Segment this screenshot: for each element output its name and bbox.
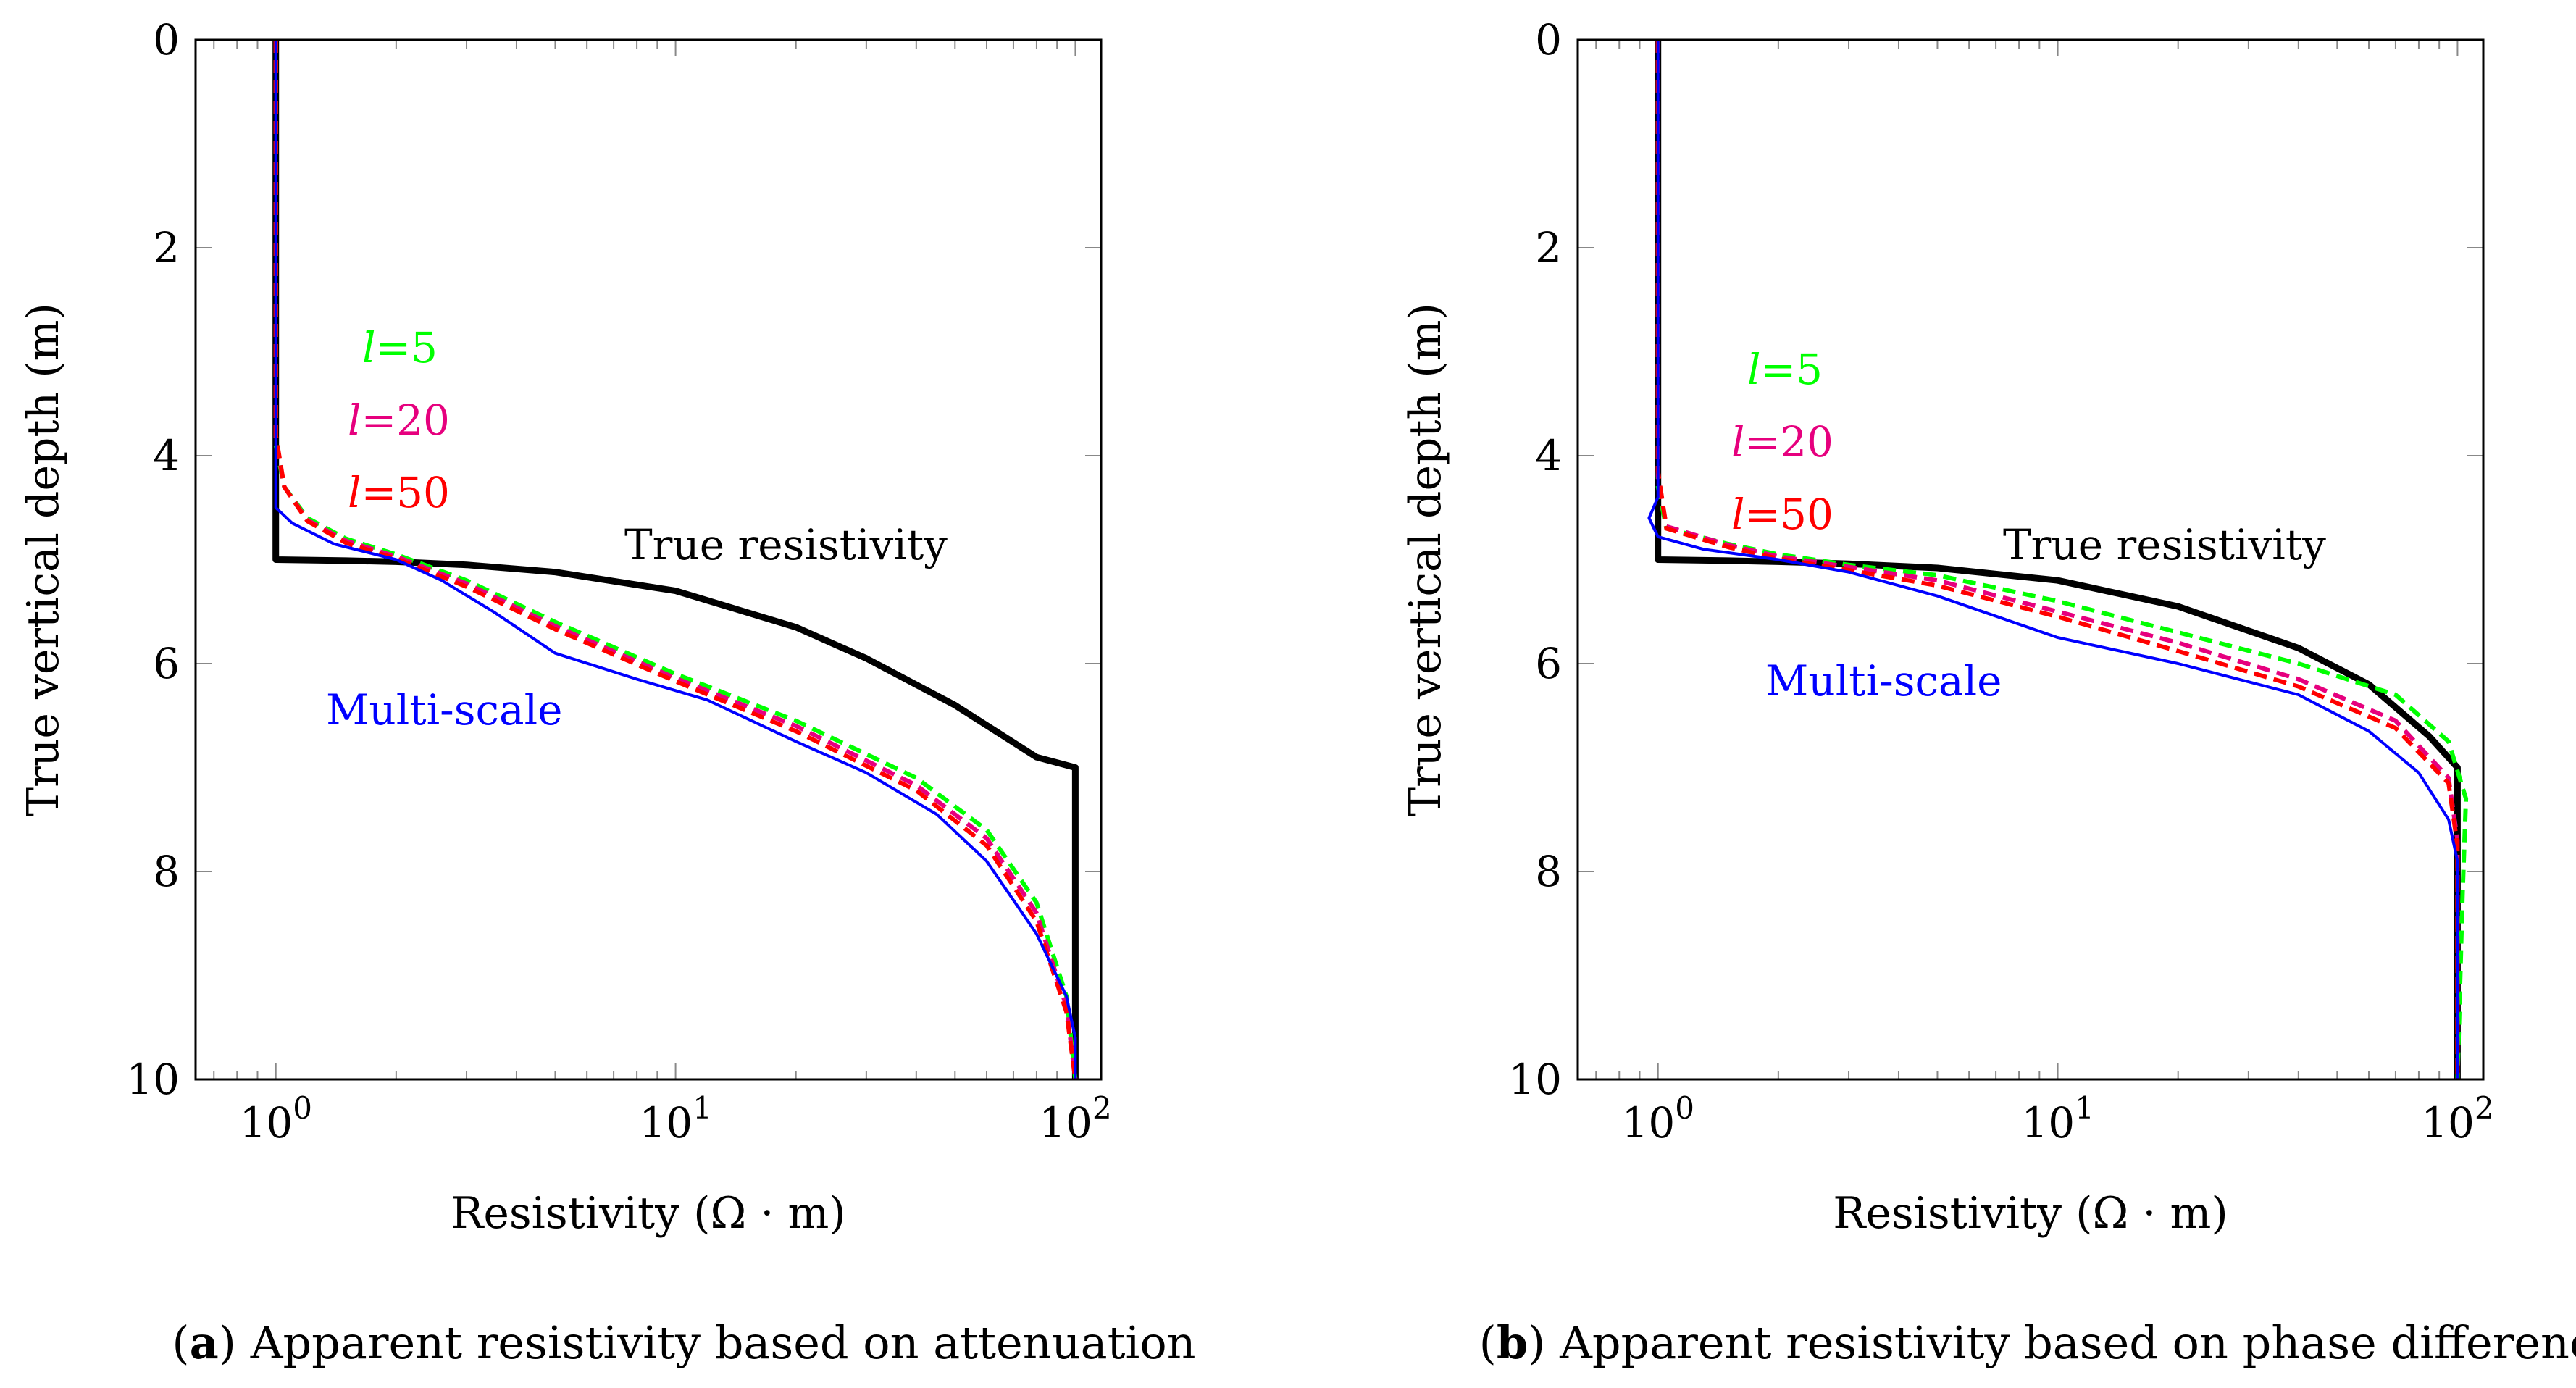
y-tick-label: 2 (1535, 223, 1562, 272)
series-l20 (273, 40, 1078, 1080)
l50-value: =50 (1745, 490, 1833, 539)
series-multi-scale (1647, 40, 2459, 1079)
y-tick-label: 8 (1535, 847, 1562, 896)
l-symbol: l (348, 396, 361, 445)
plot-frame (1576, 38, 2485, 1081)
l-symbol: l (1731, 417, 1745, 467)
tick-labels: 0 2 4 6 8 10 100 101 102 (126, 15, 1112, 1147)
x-axis-label: Resistivity (Ω · m) (451, 1188, 846, 1239)
y-tick-label: 10 (1508, 1055, 1562, 1104)
l-symbol: l (348, 468, 361, 517)
caption: (a) Apparent resistivity based on attenu… (172, 1316, 1195, 1369)
label-l20: l=20 (1731, 417, 1833, 467)
panel-letter: b (1497, 1316, 1528, 1369)
y-tick-label: 2 (153, 223, 180, 272)
x-axis-label: Resistivity (Ω · m) (1833, 1188, 2228, 1239)
y-tick-label: 8 (153, 847, 180, 896)
plot-frame (194, 38, 1103, 1081)
l20-value: =20 (361, 396, 450, 445)
l-symbol: l (1731, 490, 1745, 539)
series-true-resistivity (272, 40, 1079, 1079)
series-l5 (273, 40, 1078, 1080)
l50-value: =50 (361, 468, 450, 517)
series-multi-scale (274, 40, 1077, 1079)
tick-labels: 0 2 4 6 8 10 100 101 102 (1508, 15, 2494, 1147)
axis-ticks (196, 39, 1101, 1080)
y-axis-label: True vertical depth (m) (18, 303, 69, 816)
y-axis-label: True vertical depth (m) (1400, 303, 1451, 816)
l5-value: =5 (376, 323, 438, 372)
y-tick-label: 0 (1535, 15, 1562, 64)
label-multi-scale: Multi-scale (1765, 656, 2002, 706)
label-l20: l=20 (348, 396, 450, 445)
l20-value: =20 (1745, 417, 1833, 467)
series-group (272, 40, 1079, 1080)
x-tick-label: 102 (2421, 1090, 2494, 1147)
x-tick-label: 100 (1621, 1090, 1694, 1147)
l5-value: =5 (1761, 345, 1823, 394)
caption-text: Apparent resistivity based on phase diff… (1559, 1316, 2576, 1369)
series-l50 (273, 40, 1078, 1080)
label-l50: l=50 (348, 468, 450, 517)
series-l50 (1655, 40, 2460, 1079)
label-l5: l=5 (1747, 345, 1823, 394)
annotations: l=5 l=20 l=50 True resistivity Multi-sca… (1731, 345, 2326, 706)
y-tick-label: 4 (1535, 431, 1562, 480)
panel-a: 0 2 4 6 8 10 100 101 102 Resistivity (Ω · m) Tru… (18, 15, 1196, 1369)
label-l5: l=5 (362, 323, 438, 372)
label-true-resistivity: True resistivity (624, 520, 948, 569)
x-tick-label: 102 (1039, 1090, 1112, 1147)
y-tick-label: 4 (153, 431, 180, 480)
annotations: l=5 l=20 l=50 True resistivity Multi-sca… (326, 323, 948, 735)
x-tick-label: 101 (639, 1090, 712, 1147)
caption-text: Apparent resistivity based on attenuatio… (250, 1316, 1196, 1369)
label-l50: l=50 (1731, 490, 1833, 539)
panel-b: 0 2 4 6 8 10 100 101 102 Resistivity (Ω · m) Tru… (1400, 15, 2576, 1369)
x-tick-label: 101 (2021, 1090, 2094, 1147)
series-group (1647, 40, 2469, 1080)
label-true-resistivity: True resistivity (2003, 520, 2326, 569)
label-multi-scale: Multi-scale (326, 685, 562, 735)
y-tick-label: 6 (1535, 639, 1562, 688)
y-tick-label: 6 (153, 639, 180, 688)
l-symbol: l (362, 323, 376, 372)
l-symbol: l (1747, 345, 1761, 394)
panel-letter: a (190, 1316, 219, 1369)
y-tick-label: 0 (153, 15, 180, 64)
caption: (b) Apparent resistivity based on phase … (1479, 1316, 2576, 1369)
y-tick-label: 10 (126, 1055, 180, 1104)
x-tick-label: 100 (239, 1090, 312, 1147)
